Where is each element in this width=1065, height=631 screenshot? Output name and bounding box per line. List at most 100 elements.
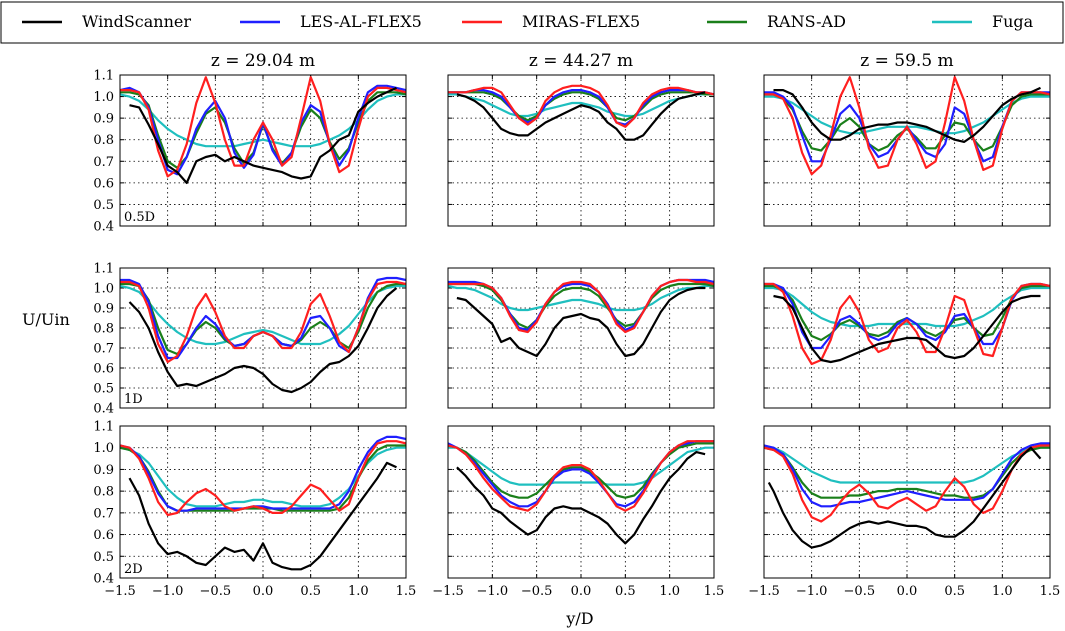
legend-box	[0, 1, 1064, 44]
y-tick-label: 0.9	[93, 302, 114, 317]
legend-item: WindScanner	[22, 12, 191, 31]
series-line	[764, 446, 1050, 499]
y-tick-label: 0.5	[93, 198, 114, 213]
x-tick-label: 1.0	[992, 584, 1013, 599]
x-tick-label: 1.5	[396, 584, 417, 599]
series-line	[773, 294, 1041, 364]
series-line	[448, 442, 714, 499]
panel	[763, 267, 1051, 409]
panel: −1.5 −1.0 −0.5 0.0 0.5 1.0 1.5	[432, 425, 725, 599]
y-tick-label: 0.4	[93, 220, 114, 235]
panel: 0.4 0.5 0.6 0.7 0.8 0.9 1.0 1.1 1D	[93, 262, 407, 417]
series-line	[767, 446, 1042, 549]
series-group	[120, 76, 406, 184]
row-label: 2D	[124, 562, 143, 577]
series-line	[128, 461, 397, 571]
series-group	[764, 282, 1050, 366]
row-label: 1D	[124, 392, 143, 407]
series-line	[764, 286, 1050, 328]
series-line	[773, 86, 1041, 143]
x-tick-label: 1.0	[659, 584, 680, 599]
x-tick-label: −0.5	[200, 584, 232, 599]
x-axis-label: y/D	[565, 609, 593, 628]
series-line	[764, 282, 1050, 366]
x-tick-label: 0.5	[300, 584, 321, 599]
panel: 0.4 0.5 0.6 0.7 0.8 0.9 1.0 1.1 0.5D	[93, 69, 407, 235]
series-line	[448, 284, 714, 312]
panel-frame	[763, 267, 1051, 409]
y-axis-label: U/Uin	[22, 310, 70, 329]
legend-item: RANS-AD	[707, 12, 846, 31]
x-tick-label: 0.0	[253, 584, 274, 599]
column-title: z = 59.5 m	[860, 51, 953, 71]
legend: WindScanner LES-AL-FLEX5 MIRAS-FLEX5 RANS-A…	[22, 12, 1034, 31]
x-tick-label: 0.0	[571, 584, 592, 599]
x-tick-label: 1.5	[1040, 584, 1061, 599]
series-line	[128, 287, 398, 394]
panel	[447, 74, 715, 227]
y-tick-label: 0.6	[93, 362, 114, 377]
column-titles: z = 29.04 m z = 44.27 m z = 59.5 m	[211, 51, 954, 71]
panel-frame	[763, 74, 1051, 227]
x-tick-label: 0.5	[615, 584, 636, 599]
series-line	[448, 278, 714, 334]
x-tick-label: −1.5	[104, 584, 136, 599]
series-group	[448, 440, 714, 545]
y-tick-label: 0.7	[93, 506, 114, 521]
panel	[763, 74, 1051, 227]
x-tick-label: 0.5	[944, 584, 965, 599]
panel	[447, 267, 715, 409]
series-group	[120, 435, 406, 571]
legend-label: RANS-AD	[767, 12, 846, 31]
y-tick-label: 1.1	[93, 420, 114, 435]
legend-item: LES-AL-FLEX5	[240, 12, 422, 31]
panel-frame	[119, 74, 407, 227]
series-line	[456, 91, 706, 141]
x-tick-label: −1.5	[748, 584, 780, 599]
series-line	[120, 440, 406, 517]
y-tick-label: 0.7	[93, 155, 114, 170]
legend-item: Fuga	[932, 12, 1034, 31]
series-line	[120, 435, 406, 512]
series-line	[448, 88, 714, 126]
y-tick-label: 0.8	[93, 485, 114, 500]
series-group	[120, 276, 406, 394]
y-tick-label: 0.4	[93, 402, 114, 417]
series-line	[456, 451, 706, 545]
panel: 0.4 0.5 0.6 0.7 0.8 0.9 1.0 1.1 2D −1.5 −1.0 −0.5 0.…	[93, 420, 416, 600]
panels: 0.4 0.5 0.6 0.7 0.8 0.9 1.0 1.1 0.5D 0.4 0.5 0.6 0.7…	[93, 69, 1060, 600]
x-tick-label: 1.5	[704, 584, 725, 599]
x-tick-label: −1.0	[796, 584, 828, 599]
series-line	[448, 93, 714, 118]
series-line	[764, 76, 1050, 176]
legend-label: LES-AL-FLEX5	[300, 12, 422, 31]
panel-frame	[447, 267, 715, 409]
x-tick-label: −0.5	[521, 584, 553, 599]
series-group	[448, 278, 714, 358]
y-tick-label: 1.0	[93, 282, 114, 297]
legend-item: MIRAS-FLEX5	[462, 12, 640, 31]
row-label: 0.5D	[124, 210, 155, 225]
legend-label: MIRAS-FLEX5	[522, 12, 640, 31]
series-line	[448, 91, 714, 122]
series-group	[764, 442, 1050, 549]
x-tick-label: 1.0	[348, 584, 369, 599]
legend-label: WindScanner	[82, 12, 191, 31]
panel-frame	[119, 425, 407, 579]
series-line	[120, 280, 406, 364]
y-tick-label: 0.6	[93, 528, 114, 543]
series-line	[764, 444, 1050, 523]
y-tick-label: 0.9	[93, 463, 114, 478]
y-tick-label: 0.4	[93, 572, 114, 587]
series-line	[764, 442, 1050, 508]
y-tick-label: 1.0	[93, 441, 114, 456]
column-title: z = 29.04 m	[211, 51, 315, 71]
panel-frame	[447, 425, 715, 579]
y-tick-label: 1.1	[93, 262, 114, 277]
series-line	[448, 440, 714, 512]
series-line	[764, 446, 1050, 484]
y-tick-label: 1.1	[93, 69, 114, 84]
y-tick-label: 0.8	[93, 322, 114, 337]
series-line	[448, 282, 714, 330]
